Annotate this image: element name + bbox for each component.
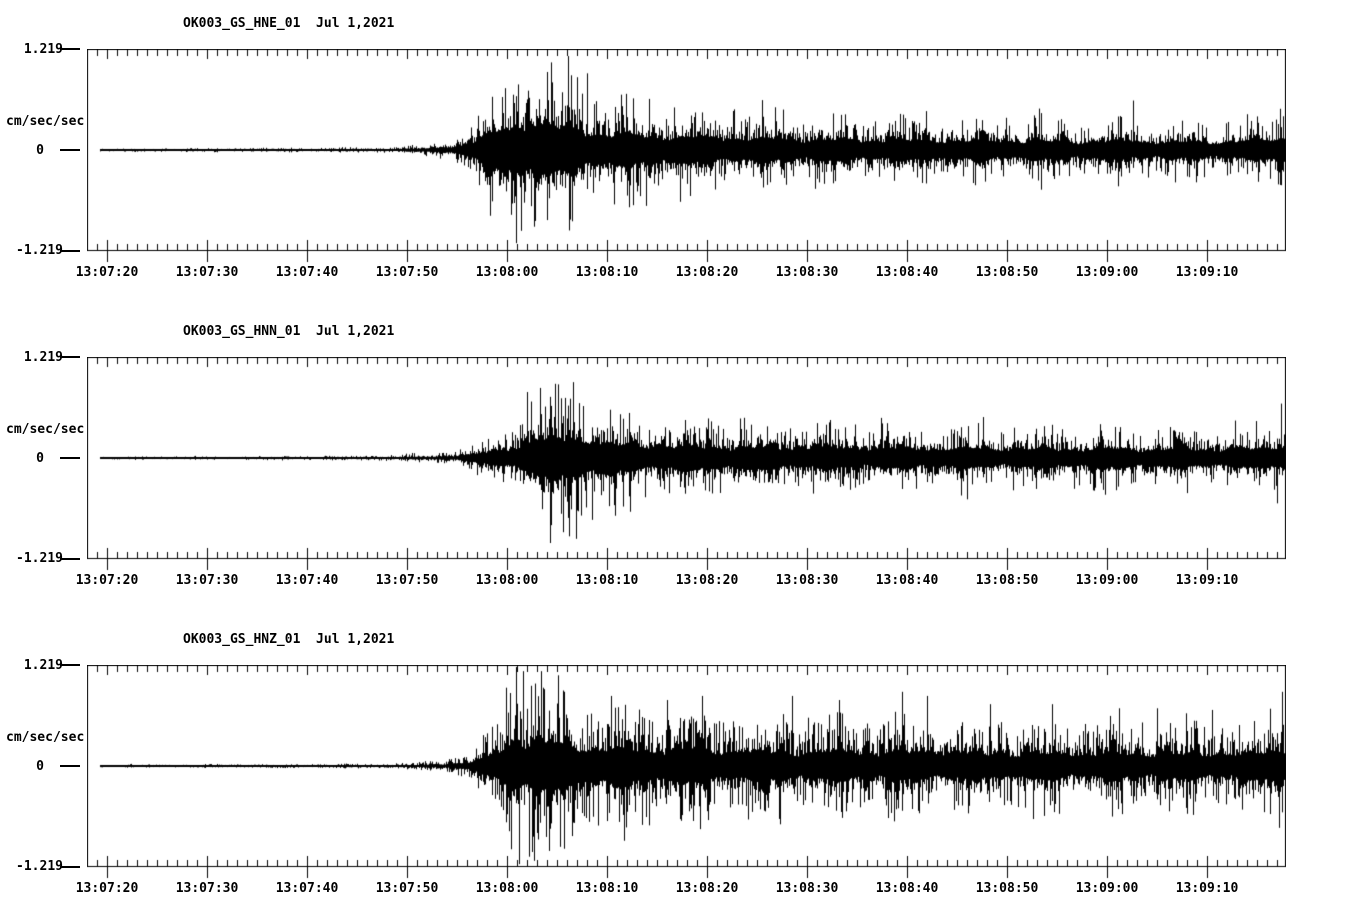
waveform-canvas-hnn <box>87 357 1286 573</box>
panel-title: OK003_GS_HNE_01 Jul 1,2021 <box>183 16 395 31</box>
x-tick-label: 13:08:30 <box>775 573 839 588</box>
panel-hne: OK003_GS_HNE_01 Jul 1,2021 1.219 cm/sec/… <box>0 16 1358 296</box>
x-tick-label: 13:07:30 <box>175 881 239 896</box>
x-tick-label: 13:08:20 <box>675 881 739 896</box>
y-tick-dash <box>60 356 80 358</box>
x-tick-label: 13:09:00 <box>1075 573 1139 588</box>
y-tick-dash <box>60 765 80 767</box>
x-tick-label: 13:08:30 <box>775 881 839 896</box>
x-tick-label: 13:08:10 <box>575 573 639 588</box>
x-tick-label: 13:08:20 <box>675 265 739 280</box>
y-axis-zero-label: 0 <box>36 143 44 158</box>
x-tick-label: 13:09:10 <box>1175 573 1239 588</box>
y-axis-min-label: -1.219 <box>16 243 63 258</box>
y-axis-max-label: 1.219 <box>23 42 63 57</box>
y-axis-zero-label: 0 <box>36 759 44 774</box>
panel-hnz: OK003_GS_HNZ_01 Jul 1,2021 1.219 cm/sec/… <box>0 632 1358 912</box>
x-tick-label: 13:08:20 <box>675 573 739 588</box>
x-tick-label: 13:08:00 <box>475 265 539 280</box>
y-axis-zero-label: 0 <box>36 451 44 466</box>
y-axis-max-label: 1.219 <box>23 350 63 365</box>
x-tick-label: 13:07:20 <box>75 881 139 896</box>
x-tick-label: 13:08:40 <box>875 265 939 280</box>
y-tick-dash <box>60 250 80 252</box>
x-tick-label: 13:08:50 <box>975 881 1039 896</box>
x-tick-label: 13:09:10 <box>1175 265 1239 280</box>
x-tick-label: 13:08:00 <box>475 573 539 588</box>
panel-hnn: OK003_GS_HNN_01 Jul 1,2021 1.219 cm/sec/… <box>0 324 1358 604</box>
x-tick-label: 13:08:10 <box>575 265 639 280</box>
x-tick-label: 13:07:50 <box>375 573 439 588</box>
y-tick-dash <box>60 149 80 151</box>
panel-title: OK003_GS_HNN_01 Jul 1,2021 <box>183 324 395 339</box>
x-tick-label: 13:07:20 <box>75 573 139 588</box>
x-tick-label: 13:08:30 <box>775 265 839 280</box>
y-tick-dash <box>60 866 80 868</box>
x-tick-label: 13:07:50 <box>375 265 439 280</box>
x-tick-label: 13:07:50 <box>375 881 439 896</box>
x-tick-label: 13:09:00 <box>1075 265 1139 280</box>
x-tick-label: 13:09:00 <box>1075 881 1139 896</box>
x-tick-label: 13:07:30 <box>175 573 239 588</box>
waveform-canvas-hne <box>87 49 1286 265</box>
y-axis-max-label: 1.219 <box>23 658 63 673</box>
waveform-canvas-hnz <box>87 665 1286 881</box>
x-tick-label: 13:07:40 <box>275 573 339 588</box>
x-tick-label: 13:08:40 <box>875 573 939 588</box>
y-tick-dash <box>60 48 80 50</box>
y-tick-dash <box>60 558 80 560</box>
y-tick-dash <box>60 664 80 666</box>
y-axis-units-label: cm/sec/sec <box>6 730 85 745</box>
y-axis-min-label: -1.219 <box>16 859 63 874</box>
x-tick-label: 13:08:50 <box>975 573 1039 588</box>
x-tick-label: 13:07:40 <box>275 881 339 896</box>
panel-title: OK003_GS_HNZ_01 Jul 1,2021 <box>183 632 395 647</box>
x-tick-label: 13:07:30 <box>175 265 239 280</box>
x-tick-label: 13:08:50 <box>975 265 1039 280</box>
x-tick-label: 13:08:10 <box>575 881 639 896</box>
y-axis-units-label: cm/sec/sec <box>6 114 85 129</box>
x-tick-label: 13:07:20 <box>75 265 139 280</box>
x-tick-label: 13:08:40 <box>875 881 939 896</box>
x-tick-label: 13:07:40 <box>275 265 339 280</box>
y-axis-min-label: -1.219 <box>16 551 63 566</box>
y-tick-dash <box>60 457 80 459</box>
x-tick-label: 13:08:00 <box>475 881 539 896</box>
y-axis-units-label: cm/sec/sec <box>6 422 85 437</box>
x-tick-label: 13:09:10 <box>1175 881 1239 896</box>
